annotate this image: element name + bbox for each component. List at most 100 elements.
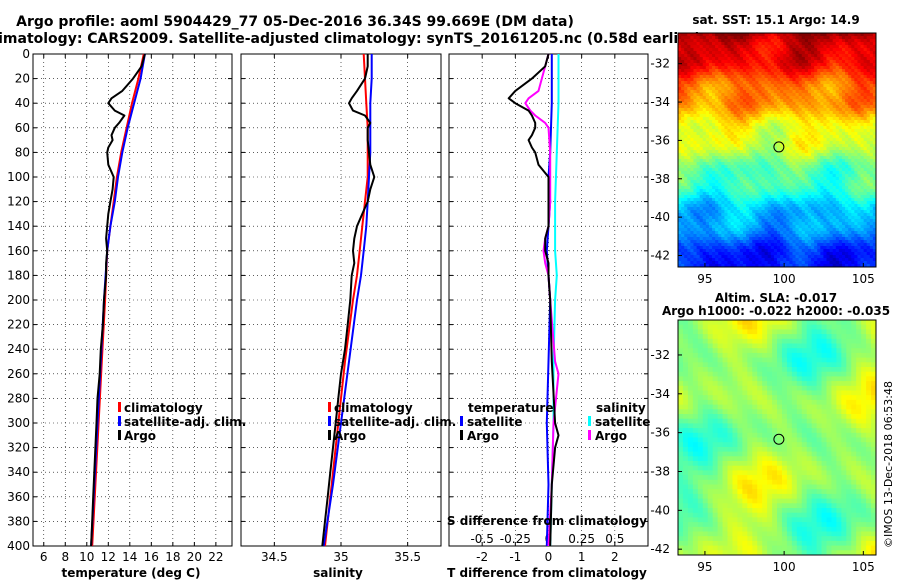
map-cell	[838, 132, 843, 136]
map-cell	[767, 240, 772, 244]
map-cell	[826, 240, 830, 244]
map-cell	[684, 192, 688, 196]
map-cell	[746, 72, 750, 76]
map-cell	[851, 228, 855, 232]
map-cell	[801, 117, 806, 121]
map-cell	[718, 102, 722, 106]
map-cell	[811, 51, 815, 55]
map-cell	[678, 90, 682, 94]
map-cell	[817, 240, 821, 244]
map-cell	[795, 120, 800, 124]
map-cell	[739, 135, 744, 139]
map-cell	[832, 165, 837, 169]
map-cell	[835, 168, 840, 172]
map-cell	[767, 42, 772, 46]
map-cell	[696, 150, 701, 154]
map-cell	[702, 132, 707, 136]
map-cell	[841, 189, 846, 193]
map-cell	[817, 87, 821, 91]
map-cell	[678, 234, 682, 238]
map-cell	[767, 120, 772, 124]
map-cell	[826, 180, 830, 184]
map-cell	[746, 60, 750, 64]
map-cell	[758, 66, 762, 70]
map-cell	[764, 39, 769, 43]
map-cell	[826, 48, 830, 52]
map-cell	[755, 75, 759, 79]
map-cell	[718, 246, 722, 250]
map-cell	[681, 180, 685, 184]
map-cell	[681, 252, 685, 256]
map-cell	[746, 195, 750, 199]
map-cell	[718, 123, 722, 127]
map-cell	[860, 231, 865, 235]
map-cell	[724, 108, 728, 112]
map-cell	[804, 84, 809, 88]
map-cell	[866, 162, 871, 166]
map-cell	[845, 228, 849, 232]
map-cell	[764, 195, 769, 199]
map-cell	[724, 45, 728, 49]
map-cell	[823, 243, 827, 247]
map-cell	[786, 54, 790, 58]
map-cell	[777, 57, 781, 61]
map-cell	[705, 105, 710, 109]
map-cell	[820, 33, 824, 37]
map-cell	[866, 138, 871, 142]
map-cell	[851, 162, 855, 166]
map-cell	[678, 195, 682, 199]
map-cell	[693, 207, 697, 211]
map-cell	[786, 108, 790, 112]
map-cell	[767, 87, 772, 91]
map-cell	[746, 186, 750, 190]
map-cell	[773, 75, 778, 79]
map-cell	[817, 183, 821, 187]
map-cell	[764, 168, 769, 172]
map-cell	[727, 213, 731, 217]
map-cell	[811, 195, 815, 199]
map-cell	[780, 66, 784, 70]
map-cell	[792, 150, 796, 154]
map-cell	[696, 120, 701, 124]
map-cell	[715, 132, 719, 136]
map-cell	[764, 117, 769, 121]
map-cell	[724, 234, 728, 238]
map-cell	[715, 144, 719, 148]
map-cell	[841, 147, 846, 151]
map-cell	[736, 114, 741, 118]
map-cell	[845, 213, 849, 217]
map-cell	[733, 96, 738, 100]
map-cell	[739, 123, 744, 127]
map-cell	[866, 39, 871, 43]
map-cell	[687, 204, 691, 208]
map-cell	[718, 129, 722, 133]
map-cell	[739, 57, 744, 61]
map-cell	[792, 165, 796, 169]
map-cell	[770, 237, 775, 241]
map-cell	[866, 159, 871, 163]
map-cell	[838, 183, 843, 187]
map-cell	[684, 120, 688, 124]
map-cell	[773, 33, 778, 37]
map-cell	[798, 156, 803, 160]
map-cell	[736, 186, 741, 190]
map-cell	[770, 189, 775, 193]
map-cell	[690, 147, 694, 151]
map-cell	[761, 99, 766, 103]
map-cell	[798, 165, 803, 169]
map-cell	[681, 96, 685, 100]
x-tick-label: 0	[545, 550, 553, 564]
map-cell	[736, 87, 741, 91]
map-cell	[770, 210, 775, 214]
map-cell	[854, 75, 858, 79]
map-cell	[786, 81, 790, 85]
map-cell	[826, 216, 830, 220]
map-cell	[807, 78, 812, 82]
map-cell	[807, 240, 812, 244]
map-cell	[826, 237, 830, 241]
map-cell	[845, 201, 849, 205]
map-cell	[693, 180, 697, 184]
map-cell	[736, 39, 741, 43]
map-cell	[721, 192, 725, 196]
